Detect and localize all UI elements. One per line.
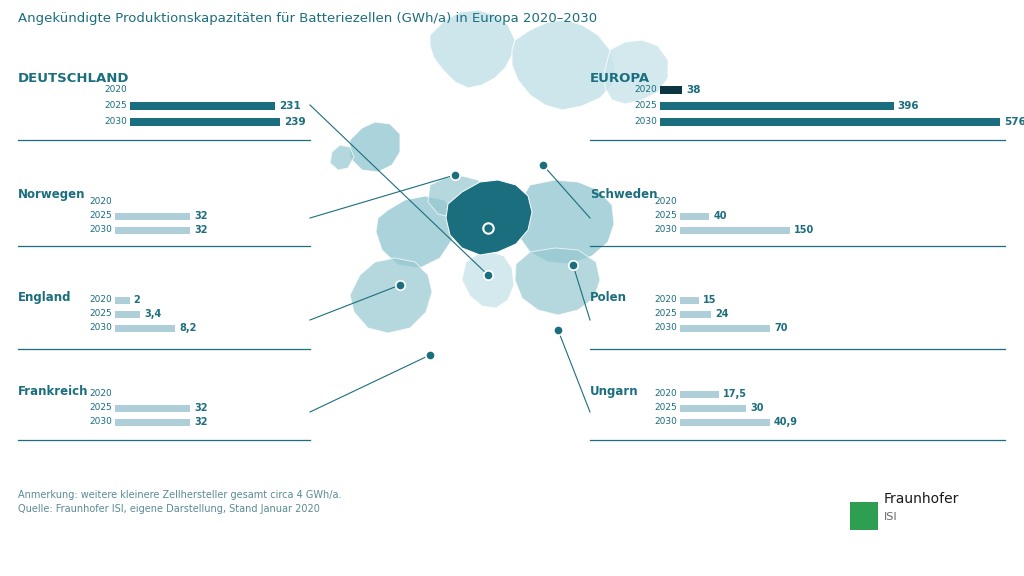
Bar <box>130 102 275 110</box>
Bar <box>680 391 719 397</box>
Text: 2020: 2020 <box>89 198 112 207</box>
Text: 2020: 2020 <box>89 295 112 305</box>
Text: 2025: 2025 <box>89 211 112 221</box>
Polygon shape <box>376 196 455 268</box>
Text: 2025: 2025 <box>89 309 112 319</box>
Text: 2020: 2020 <box>89 389 112 399</box>
Polygon shape <box>462 252 514 308</box>
Text: 32: 32 <box>194 417 208 427</box>
Text: 2: 2 <box>134 295 140 305</box>
Text: 32: 32 <box>194 403 208 413</box>
Polygon shape <box>330 145 354 170</box>
Text: 2025: 2025 <box>654 309 677 319</box>
Text: 2025: 2025 <box>634 101 657 111</box>
Text: Angekündigte Produktionskapazitäten für Batteriezellen (GWh/a) in Europa 2020–20: Angekündigte Produktionskapazitäten für … <box>18 12 597 25</box>
Text: 2025: 2025 <box>89 404 112 412</box>
Text: 2020: 2020 <box>634 85 657 94</box>
Bar <box>680 324 770 332</box>
Bar <box>115 213 190 219</box>
Polygon shape <box>428 176 488 218</box>
Text: 32: 32 <box>194 225 208 235</box>
Text: Fraunhofer: Fraunhofer <box>884 492 959 506</box>
Text: EUROPA: EUROPA <box>590 72 650 85</box>
Polygon shape <box>446 180 532 255</box>
Bar <box>680 419 770 426</box>
Text: 32: 32 <box>194 211 208 221</box>
Text: 2020: 2020 <box>654 295 677 305</box>
Text: Ungarn: Ungarn <box>590 385 639 398</box>
Text: 2030: 2030 <box>89 225 112 234</box>
Text: Anmerkung: weitere kleinere Zellhersteller gesamt circa 4 GWh/a.: Anmerkung: weitere kleinere Zellherstell… <box>18 490 341 500</box>
Text: 2025: 2025 <box>654 211 677 221</box>
Bar <box>115 324 175 332</box>
Text: 239: 239 <box>284 117 305 127</box>
Text: 2030: 2030 <box>654 324 677 332</box>
Text: Frankreich: Frankreich <box>18 385 88 398</box>
Bar <box>660 118 1000 126</box>
Polygon shape <box>512 20 615 110</box>
Text: 231: 231 <box>279 101 301 111</box>
Text: Schweden: Schweden <box>590 188 657 201</box>
Text: 2030: 2030 <box>89 418 112 426</box>
Text: 17,5: 17,5 <box>723 389 746 399</box>
Text: 2030: 2030 <box>89 324 112 332</box>
Text: Quelle: Fraunhofer ISI, eigene Darstellung, Stand Januar 2020: Quelle: Fraunhofer ISI, eigene Darstellu… <box>18 504 319 514</box>
Bar <box>660 86 682 94</box>
Text: 70: 70 <box>774 323 787 333</box>
Text: 2025: 2025 <box>104 101 127 111</box>
Polygon shape <box>518 180 614 264</box>
Text: Norwegen: Norwegen <box>18 188 85 201</box>
Text: 15: 15 <box>703 295 717 305</box>
Text: 24: 24 <box>715 309 728 319</box>
Bar <box>850 502 878 530</box>
Polygon shape <box>605 40 668 104</box>
Bar <box>660 102 894 110</box>
Bar <box>680 213 710 219</box>
Polygon shape <box>350 258 432 333</box>
Text: 2030: 2030 <box>654 418 677 426</box>
Text: 150: 150 <box>794 225 814 235</box>
Text: 2030: 2030 <box>104 118 127 127</box>
Bar <box>130 118 280 126</box>
Text: DEUTSCHLAND: DEUTSCHLAND <box>18 72 129 85</box>
Text: Polen: Polen <box>590 291 627 304</box>
Text: 2025: 2025 <box>654 404 677 412</box>
Bar <box>680 404 746 411</box>
Text: 3,4: 3,4 <box>144 309 161 319</box>
Bar <box>115 226 190 233</box>
Bar <box>115 297 130 304</box>
Text: England: England <box>18 291 72 304</box>
Polygon shape <box>430 10 515 88</box>
Bar <box>115 404 190 411</box>
Text: ISI: ISI <box>884 512 898 522</box>
Polygon shape <box>515 248 600 315</box>
Text: 40,9: 40,9 <box>774 417 798 427</box>
Bar <box>680 297 699 304</box>
Text: 396: 396 <box>898 101 920 111</box>
Text: 2020: 2020 <box>104 85 127 94</box>
Bar <box>115 310 140 317</box>
Bar <box>115 419 190 426</box>
Bar <box>680 226 790 233</box>
Text: 38: 38 <box>686 85 701 95</box>
Text: 2020: 2020 <box>654 389 677 399</box>
Text: 2030: 2030 <box>654 225 677 234</box>
Text: 40: 40 <box>714 211 727 221</box>
Text: 8,2: 8,2 <box>179 323 197 333</box>
Text: 2020: 2020 <box>654 198 677 207</box>
Text: 30: 30 <box>750 403 764 413</box>
Polygon shape <box>350 122 400 172</box>
Text: 2030: 2030 <box>634 118 657 127</box>
Bar <box>680 310 711 317</box>
Text: 576: 576 <box>1004 117 1024 127</box>
